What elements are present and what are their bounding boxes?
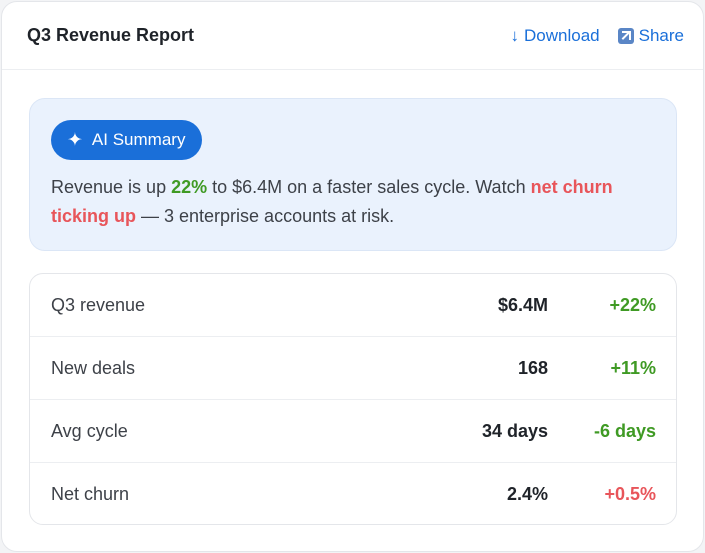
down-arrow-icon: ↓ xyxy=(510,26,520,45)
summary-text-part3: — 3 enterprise accounts at risk. xyxy=(136,206,395,226)
download-label: Download xyxy=(524,25,600,45)
ai-summary-badge-label: AI Summary xyxy=(91,130,186,149)
metric-label: Net churn xyxy=(51,484,130,504)
metric-delta: +22% xyxy=(609,294,656,315)
ai-summary-panel: ✦ AI Summary Revenue is up 22% to $6.4M … xyxy=(29,98,677,251)
summary-text: Revenue is up 22% to $6.4M on a faster s… xyxy=(51,173,655,231)
share-label: Share xyxy=(638,25,684,45)
card-header: Q3 Revenue Report ↓ Download Share xyxy=(2,2,703,70)
ai-summary-badge: ✦ AI Summary xyxy=(51,120,203,160)
share-link[interactable]: Share xyxy=(617,25,684,46)
metric-delta: +0.5% xyxy=(604,484,656,504)
metric-delta: -6 days xyxy=(593,420,656,441)
sparkle-icon: ✦ xyxy=(67,129,83,151)
metric-value: 2.4% xyxy=(506,484,548,504)
summary-highlight-churn: net churn ticking up xyxy=(51,177,613,226)
metric-row-new-deals: New deals 168 +11% xyxy=(30,337,676,400)
metric-label: Q3 revenue xyxy=(51,294,146,315)
share-icon xyxy=(617,27,634,44)
metric-row-net-churn: Net churn 2.4% +0.5% xyxy=(30,463,676,524)
header-actions: ↓ Download Share xyxy=(511,26,684,46)
metric-value: 34 days xyxy=(481,420,548,441)
summary-text-part1: Revenue is up xyxy=(51,177,172,197)
metric-row-avg-cycle: Avg cycle 34 days -6 days xyxy=(30,400,676,463)
metric-row-q3-revenue: Q3 revenue $6.4M +22% xyxy=(30,274,676,337)
metric-value: $6.4M xyxy=(497,294,548,315)
download-link[interactable]: ↓ Download xyxy=(511,26,600,46)
page-title: Q3 Revenue Report xyxy=(27,25,195,45)
summary-text-part2: to $6.4M on a faster sales cycle. Watch xyxy=(207,177,531,197)
metric-label: New deals xyxy=(51,357,136,378)
metric-label: Avg cycle xyxy=(51,420,128,441)
metric-value: 168 xyxy=(517,357,548,378)
summary-highlight-growth: 22% xyxy=(171,177,208,197)
metrics-table: Q3 revenue $6.4M +22% New deals 168 +11%… xyxy=(29,273,677,525)
metric-delta: +11% xyxy=(610,357,656,378)
